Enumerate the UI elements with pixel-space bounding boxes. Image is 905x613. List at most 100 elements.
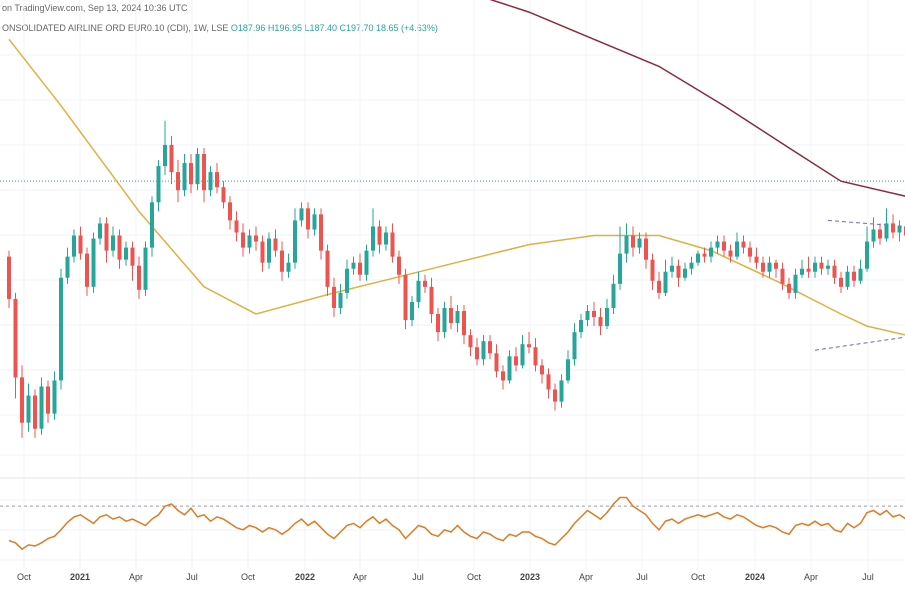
x-tick-label: Oct	[467, 572, 482, 582]
x-axis: Oct 2021 Apr Jul Oct 2022 Apr Jul Oct 2023 Apr Jul O…	[17, 572, 874, 582]
candle-body	[234, 220, 239, 233]
candle-body	[33, 395, 37, 429]
candle-body	[208, 172, 213, 191]
candle-body	[351, 262, 356, 269]
candle-body	[514, 356, 518, 366]
candle-body	[280, 250, 284, 272]
watermark-source: on TradingView.com, Sep 13, 2024 10:36 U…	[2, 3, 188, 13]
candle-body	[605, 307, 609, 327]
candle-body	[865, 241, 869, 269]
candle-body	[832, 265, 837, 278]
candle-body	[527, 344, 531, 348]
candle-body	[221, 187, 226, 203]
rsi-line	[8, 496, 905, 551]
candle-body	[26, 395, 31, 423]
candle-body	[7, 256, 11, 299]
x-tick-label: Oct	[17, 572, 32, 582]
x-tick-label: Jul	[186, 572, 198, 582]
candle-body	[429, 286, 434, 315]
candle-body	[663, 271, 668, 293]
grid	[0, 0, 905, 570]
candle-body	[884, 223, 889, 239]
candle-body	[299, 208, 304, 221]
candle-body	[319, 214, 323, 251]
candle-body	[267, 238, 271, 263]
candle-body	[403, 274, 408, 321]
moving-average-slow	[489, 0, 905, 197]
candle-body	[247, 235, 252, 248]
candle-body	[104, 223, 109, 251]
candle-body	[540, 365, 544, 375]
candle-body	[117, 235, 122, 260]
symbol-legend: ONSOLIDATED AIRLINE ORD EUR0.10 (CDI), 1…	[2, 23, 438, 33]
candle-body	[624, 235, 629, 254]
candle-body	[637, 238, 642, 248]
candle-body	[702, 253, 707, 257]
x-tick-label: Apr	[353, 572, 367, 582]
x-tick-label: 2024	[745, 572, 765, 582]
candle-body	[377, 226, 382, 245]
candle-body	[813, 262, 817, 272]
candle-body	[156, 166, 161, 203]
candle-body	[754, 256, 759, 263]
candle-body	[676, 265, 681, 278]
candle-body	[338, 292, 343, 308]
candle-body	[91, 238, 96, 287]
candle-body	[891, 223, 895, 233]
x-tick-label: Apr	[804, 572, 818, 582]
candle-body	[306, 208, 310, 230]
x-tick-label: Apr	[129, 572, 143, 582]
candle-body	[748, 247, 752, 257]
x-tick-label: Jul	[412, 572, 424, 582]
candle-body	[273, 238, 278, 251]
candle-body	[566, 359, 570, 381]
candle-body	[195, 153, 200, 185]
candle-body	[572, 332, 577, 360]
candle-body	[878, 229, 882, 239]
candle-body	[423, 280, 427, 287]
rsi-pane	[0, 496, 905, 551]
candle-body	[46, 386, 50, 414]
candle-body	[410, 301, 414, 321]
candle-body	[72, 235, 76, 257]
candle-body	[533, 347, 538, 366]
candle-body	[826, 265, 830, 269]
candle-body	[501, 371, 505, 381]
candle-body	[598, 317, 603, 327]
candle-body	[852, 271, 856, 281]
candle-body	[65, 256, 70, 278]
candle-body	[124, 247, 128, 260]
candle-body	[442, 307, 447, 333]
candle-body	[728, 250, 733, 257]
candle-body	[475, 347, 479, 360]
candle-body	[650, 259, 655, 281]
candle-body	[163, 144, 167, 167]
candle-body	[143, 247, 148, 290]
candle-body	[631, 235, 635, 248]
candle-body	[800, 268, 804, 275]
candle-body	[462, 310, 466, 336]
candle-body	[546, 374, 551, 390]
candle-body	[436, 314, 440, 333]
candle-body	[85, 253, 89, 287]
x-tick-label: 2021	[70, 572, 90, 582]
candle-body	[371, 226, 375, 251]
moving-average-fast	[8, 38, 905, 336]
candle-body	[741, 241, 746, 248]
candle-body	[585, 310, 590, 321]
candle-body	[202, 153, 206, 191]
x-tick-label: 2022	[295, 572, 315, 582]
candle-body	[20, 377, 24, 423]
candle-body	[793, 274, 798, 293]
candle-body	[709, 247, 713, 257]
candle-body	[52, 380, 57, 414]
candle-body	[241, 232, 245, 248]
candle-body	[787, 283, 791, 293]
candle-body	[364, 250, 369, 275]
candle-body	[111, 235, 115, 251]
candle-body	[618, 253, 622, 284]
candle-body	[150, 202, 154, 248]
candle-body	[494, 353, 499, 372]
candle-body	[657, 280, 661, 293]
